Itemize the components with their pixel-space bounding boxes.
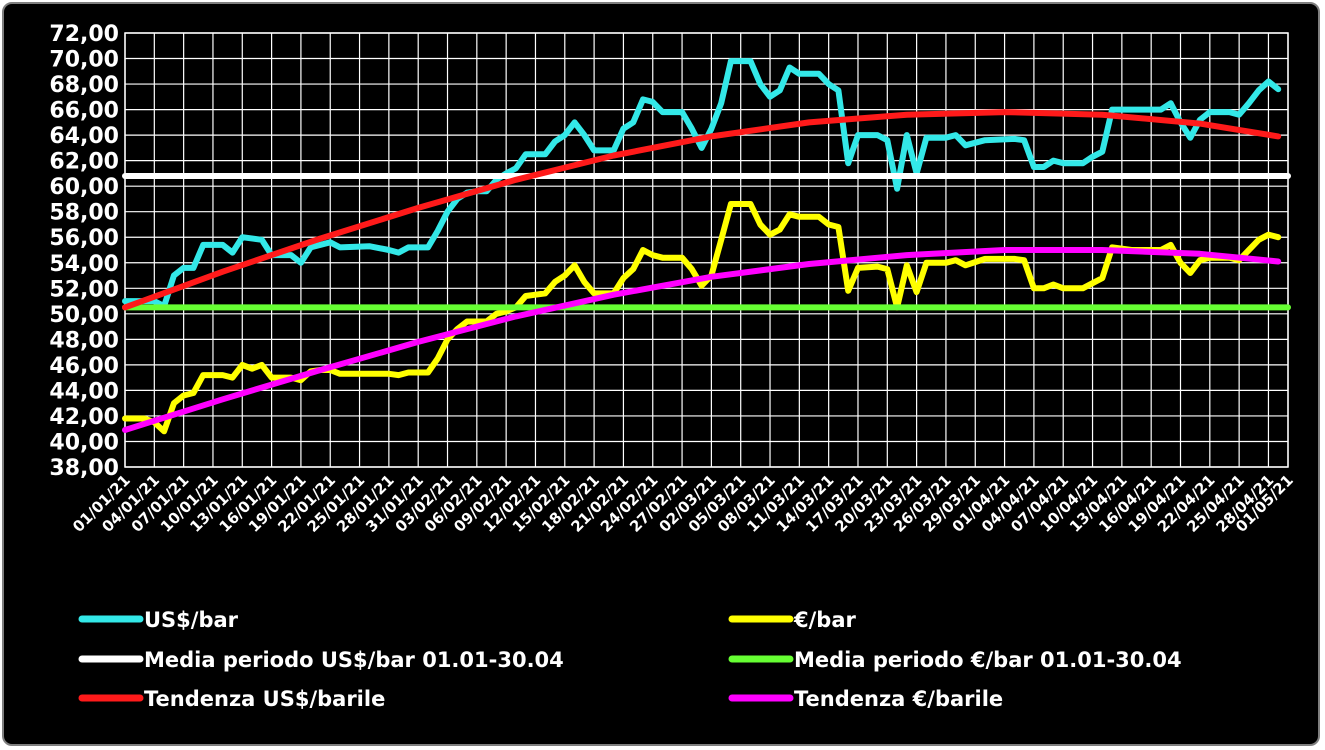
y-tick-label: 62,00 — [49, 150, 119, 175]
legend-label-2: Media periodo US$/bar 01.01-30.04 — [144, 648, 564, 672]
y-tick-label: 72,00 — [49, 22, 119, 47]
y-tick-label: 60,00 — [49, 175, 119, 200]
y-tick-label: 66,00 — [49, 99, 119, 124]
grid-lines — [124, 32, 1289, 468]
y-axis-ticks: 38,0040,0042,0044,0046,0048,0050,0052,00… — [49, 22, 119, 481]
series-line-5 — [122, 247, 1282, 433]
y-tick-label: 68,00 — [49, 73, 119, 98]
line-chart: 38,0040,0042,0044,0046,0048,0050,0052,00… — [49, 22, 1297, 711]
y-tick-label: 50,00 — [49, 303, 119, 328]
y-tick-label: 48,00 — [49, 328, 119, 353]
y-tick-label: 52,00 — [49, 277, 119, 302]
y-tick-label: 56,00 — [49, 226, 119, 251]
y-tick-label: 70,00 — [49, 48, 119, 73]
legend-label-0: US$/bar — [144, 608, 239, 632]
legend-label-1: €/bar — [793, 608, 856, 632]
y-tick-label: 58,00 — [49, 201, 119, 226]
x-axis-ticks: 01/01/2104/01/2107/01/2110/01/2113/01/21… — [69, 471, 1297, 536]
legend-label-3: Media periodo €/bar 01.01-30.04 — [794, 648, 1182, 672]
y-tick-label: 46,00 — [49, 354, 119, 379]
series-line-1 — [122, 201, 1282, 435]
y-tick-label: 42,00 — [49, 405, 119, 430]
series-lines — [122, 58, 1291, 435]
y-tick-label: 64,00 — [49, 124, 119, 149]
legend-label-5: Tendenza €/barile — [794, 687, 1003, 711]
y-tick-label: 44,00 — [49, 379, 119, 404]
legend-label-4: Tendenza US$/barile — [144, 687, 385, 711]
y-tick-label: 54,00 — [49, 252, 119, 277]
y-tick-label: 40,00 — [49, 430, 119, 455]
y-tick-label: 38,00 — [49, 456, 119, 481]
series-line-4 — [122, 109, 1282, 311]
legend: US$/bar €/bar Media periodo US$/bar 01.01-… — [78, 608, 1182, 711]
